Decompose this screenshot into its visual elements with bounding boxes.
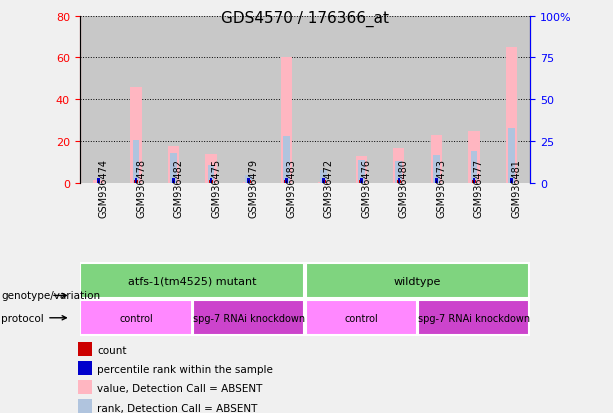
Bar	[283, 137, 289, 184]
Bar	[510, 178, 513, 184]
Bar	[193, 301, 304, 335]
Text: wildtype: wildtype	[394, 276, 441, 286]
Bar	[243, 183, 254, 184]
Text: GSM936482: GSM936482	[173, 158, 183, 217]
Bar	[508, 128, 515, 184]
Text: value, Detection Call = ABSENT: value, Detection Call = ABSENT	[97, 384, 263, 394]
Bar	[281, 58, 292, 184]
Bar	[305, 17, 343, 184]
Bar	[321, 171, 327, 184]
Bar	[435, 180, 438, 184]
Bar	[318, 183, 329, 184]
Bar	[473, 178, 475, 184]
Bar	[170, 154, 177, 184]
Bar	[78, 342, 92, 356]
Bar	[80, 17, 117, 184]
Bar	[192, 17, 230, 184]
Bar	[247, 178, 250, 184]
Text: GSM936475: GSM936475	[211, 158, 221, 217]
Bar	[155, 17, 192, 184]
Bar	[132, 140, 139, 184]
Text: atfs-1(tm4525) mutant: atfs-1(tm4525) mutant	[128, 276, 257, 286]
Text: GSM936473: GSM936473	[436, 158, 446, 217]
Bar	[93, 180, 104, 184]
Text: spg-7 RNAi knockdown: spg-7 RNAi knockdown	[418, 313, 530, 323]
Bar	[78, 361, 92, 375]
Bar	[245, 176, 252, 184]
Text: protocol: protocol	[1, 313, 66, 323]
Bar	[208, 165, 215, 184]
Text: GDS4570 / 176366_at: GDS4570 / 176366_at	[221, 10, 389, 26]
Text: rank, Detection Call = ABSENT: rank, Detection Call = ABSENT	[97, 403, 258, 413]
Bar	[343, 17, 380, 184]
Bar	[455, 17, 493, 184]
Text: genotype/variation: genotype/variation	[1, 291, 101, 301]
Text: GSM936472: GSM936472	[324, 158, 333, 217]
Text: control: control	[119, 313, 153, 323]
Bar	[209, 180, 213, 184]
Bar	[380, 17, 417, 184]
Bar	[168, 146, 179, 184]
Bar	[395, 162, 402, 184]
Bar	[247, 180, 251, 184]
Text: GSM936474: GSM936474	[99, 158, 109, 217]
Bar	[393, 148, 405, 184]
Bar	[230, 17, 267, 184]
Bar	[285, 178, 287, 184]
Text: GSM936481: GSM936481	[511, 158, 522, 217]
Text: GSM936480: GSM936480	[399, 158, 409, 217]
Bar	[117, 17, 155, 184]
Bar	[97, 180, 101, 184]
Bar	[284, 180, 288, 184]
Bar	[359, 180, 363, 184]
Bar	[431, 136, 442, 184]
Bar	[471, 152, 478, 184]
Bar	[172, 178, 175, 184]
Bar	[356, 157, 367, 184]
Bar	[358, 160, 365, 184]
Bar	[435, 178, 438, 184]
Bar	[135, 178, 137, 184]
Bar	[210, 178, 213, 184]
Text: GSM936476: GSM936476	[361, 158, 371, 217]
Text: percentile rank within the sample: percentile rank within the sample	[97, 364, 273, 375]
Bar	[134, 180, 138, 184]
Bar	[131, 88, 142, 184]
Bar	[172, 180, 175, 184]
Text: GSM936478: GSM936478	[136, 158, 146, 217]
Text: GSM936483: GSM936483	[286, 158, 296, 217]
Bar	[506, 48, 517, 184]
Text: spg-7 RNAi knockdown: spg-7 RNAi knockdown	[192, 313, 305, 323]
Bar	[509, 180, 513, 184]
Bar	[267, 17, 305, 184]
Bar	[417, 17, 455, 184]
Text: GSM936477: GSM936477	[474, 158, 484, 217]
Bar	[306, 301, 417, 335]
Text: control: control	[345, 313, 378, 323]
Bar	[322, 178, 325, 184]
Bar	[397, 180, 401, 184]
Bar	[78, 380, 92, 394]
Bar	[468, 131, 479, 184]
Bar	[97, 178, 100, 184]
Bar	[322, 180, 326, 184]
Bar	[78, 399, 92, 413]
Bar	[205, 154, 217, 184]
Bar	[360, 178, 363, 184]
Bar	[472, 180, 476, 184]
Bar	[397, 178, 400, 184]
Bar	[80, 263, 304, 298]
Bar	[418, 301, 530, 335]
Text: GSM936479: GSM936479	[249, 158, 259, 217]
Bar	[306, 263, 530, 298]
Bar	[493, 17, 530, 184]
Bar	[80, 301, 192, 335]
Bar	[433, 155, 440, 184]
Text: count: count	[97, 345, 127, 355]
